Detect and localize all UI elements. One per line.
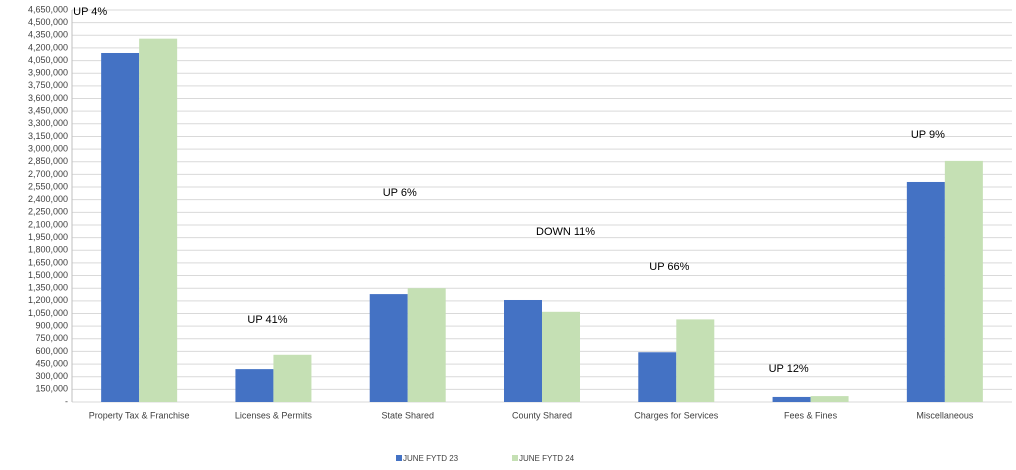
legend-swatch: [396, 455, 402, 461]
x-tick-label: County Shared: [512, 410, 572, 420]
y-tick-label: 2,100,000: [28, 219, 68, 229]
bar: [676, 319, 715, 402]
bar: [273, 354, 312, 402]
y-tick-label: 4,500,000: [28, 17, 68, 27]
annotation: UP 66%: [649, 261, 689, 273]
y-tick-label: 2,550,000: [28, 181, 68, 191]
x-tick-label: Fees & Fines: [784, 410, 838, 420]
x-tick-label: Charges for Services: [634, 410, 719, 420]
y-tick-label: 4,050,000: [28, 55, 68, 65]
y-tick-label: 1,650,000: [28, 257, 68, 267]
x-tick-label: Licenses & Permits: [235, 410, 313, 420]
bar: [638, 352, 677, 402]
annotation: UP 4%: [73, 6, 107, 18]
annotation: UP 41%: [247, 314, 287, 326]
bar: [772, 396, 811, 402]
y-tick-label: 1,500,000: [28, 270, 68, 280]
annotation: UP 9%: [911, 129, 945, 141]
x-tick-label: State Shared: [381, 410, 434, 420]
y-tick-label: 4,350,000: [28, 30, 68, 40]
y-tick-label: 600,000: [35, 346, 68, 356]
y-tick-label: 750,000: [35, 333, 68, 343]
y-tick-label: 900,000: [35, 321, 68, 331]
annotation: DOWN 11%: [536, 226, 595, 238]
bar: [906, 181, 945, 402]
annotation: UP 12%: [769, 363, 809, 375]
y-tick-label: 2,700,000: [28, 169, 68, 179]
y-tick-label: 3,150,000: [28, 131, 68, 141]
bar: [407, 288, 446, 402]
y-tick-label: 150,000: [35, 384, 68, 394]
y-tick-label: 1,800,000: [28, 245, 68, 255]
bar: [542, 311, 580, 402]
y-tick-label: -: [65, 396, 68, 406]
legend-label: JUNE FYTD 23: [403, 454, 459, 463]
annotation: UP 6%: [383, 187, 417, 199]
bar: [101, 52, 140, 402]
y-tick-label: 4,200,000: [28, 42, 68, 52]
y-tick-label: 3,750,000: [28, 80, 68, 90]
y-tick-label: 2,400,000: [28, 194, 68, 204]
legend-swatch: [512, 455, 518, 461]
bar: [944, 160, 983, 402]
y-tick-label: 1,950,000: [28, 232, 68, 242]
y-tick-label: 450,000: [35, 358, 68, 368]
y-tick-label: 3,000,000: [28, 143, 68, 153]
x-tick-label: Miscellaneous: [916, 410, 974, 420]
y-tick-label: 1,200,000: [28, 295, 68, 305]
y-tick-label: 2,250,000: [28, 207, 68, 217]
y-tick-label: 1,350,000: [28, 283, 68, 293]
y-tick-label: 3,300,000: [28, 118, 68, 128]
bar: [139, 38, 178, 403]
y-tick-label: 3,450,000: [28, 106, 68, 116]
y-tick-label: 4,650,000: [28, 4, 68, 14]
y-tick-label: 2,850,000: [28, 156, 68, 166]
bar: [504, 299, 542, 402]
legend-label: JUNE FYTD 24: [519, 454, 575, 463]
y-tick-label: 1,050,000: [28, 308, 68, 318]
x-tick-label: Property Tax & Franchise: [89, 410, 190, 420]
bar: [810, 396, 849, 402]
y-tick-label: 300,000: [35, 371, 68, 381]
y-tick-label: 3,900,000: [28, 68, 68, 78]
y-tick-label: 3,600,000: [28, 93, 68, 103]
bar: [369, 294, 408, 402]
bar: [235, 369, 274, 402]
